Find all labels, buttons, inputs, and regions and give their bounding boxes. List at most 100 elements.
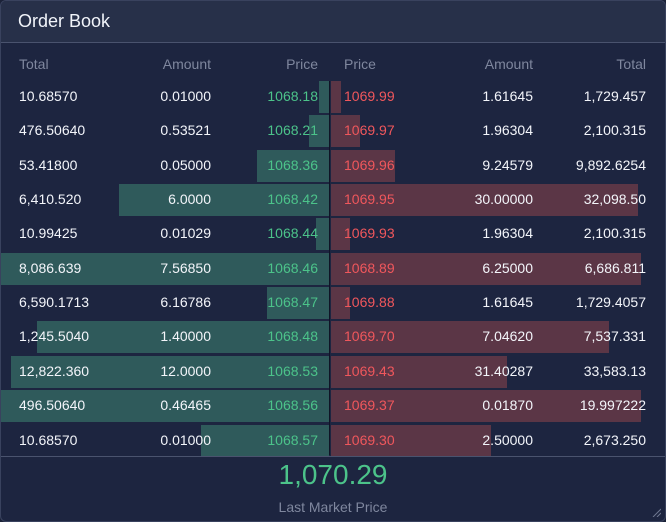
market-price-footer: 1,070.29 Last Market Price — [1, 456, 665, 521]
bid-price-cell: 1068.36 — [267, 156, 318, 173]
ask-depth-bar — [331, 149, 395, 182]
ask-price-header: Price — [344, 56, 376, 72]
resize-grip-icon[interactable] — [651, 507, 661, 517]
bid-amount-cell: 6.0000 — [168, 191, 211, 208]
order-row[interactable]: 10.99425 0.01029 1068.44 1069.93 1.96304 2,10… — [1, 218, 665, 252]
ask-amount-cell: 1.61645 — [482, 294, 533, 311]
bid-total-cell: 12,822.360 — [19, 362, 90, 379]
ask-amount-cell: 2.50000 — [482, 431, 533, 448]
ask-amount-cell: 7.04620 — [482, 328, 533, 345]
ask-depth-bar — [331, 252, 641, 285]
bid-amount-header: Amount — [162, 56, 211, 72]
ask-amount-cell: 1.61645 — [482, 88, 533, 104]
order-row[interactable]: 1,245.5040 1.40000 1068.48 1069.70 7.04620 7,… — [1, 321, 665, 355]
order-row[interactable]: 6,590.1713 6.16786 1068.47 1069.88 1.61645 1,… — [1, 287, 665, 321]
order-row[interactable]: 476.50640 0.53521 1068.21 1069.97 1.96304 2,1… — [1, 115, 665, 149]
bid-depth-bar — [37, 321, 329, 354]
ask-amount-header: Amount — [484, 56, 533, 72]
bid-amount-cell: 0.46465 — [160, 397, 211, 414]
ask-depth-bar — [331, 81, 341, 113]
ask-total-cell: 19.997222 — [579, 397, 646, 414]
ask-total-cell: 2,100.315 — [583, 225, 646, 242]
bid-amount-cell: 0.01000 — [160, 88, 211, 104]
last-market-price-label: Last Market Price — [278, 499, 388, 515]
order-row[interactable]: 53.41800 0.05000 1068.36 1069.96 9.24579 9,89… — [1, 149, 665, 184]
bid-price-cell: 1068.53 — [267, 362, 318, 379]
bid-depth-bar — [1, 390, 329, 423]
order-row[interactable]: 6,410.520 6.0000 1068.42 1069.95 30.00000 32,… — [1, 184, 665, 218]
ask-total-cell: 1,729.4057 — [575, 294, 646, 311]
order-row[interactable]: 12,822.360 12.0000 1068.53 1069.43 31.40287 3… — [1, 355, 665, 390]
bid-total-cell: 6,590.1713 — [19, 294, 90, 311]
bid-price-cell: 1068.44 — [267, 225, 318, 242]
ask-amount-cell: 30.00000 — [474, 191, 533, 208]
ask-total-cell: 9,892.6254 — [575, 156, 646, 173]
ask-amount-cell: 31.40287 — [474, 362, 533, 379]
bid-depth-bar — [201, 424, 329, 457]
bid-depth-bar — [316, 218, 329, 251]
last-market-price: 1,070.29 — [278, 459, 388, 490]
ask-price-cell: 1069.43 — [344, 362, 395, 379]
bid-price-cell: 1068.21 — [267, 122, 318, 139]
bid-price-cell: 1068.46 — [267, 259, 318, 276]
ask-amount-cell: 0.01870 — [482, 397, 533, 414]
panel-header: Order Book — [1, 1, 665, 43]
ask-price-cell: 1069.30 — [344, 431, 395, 448]
bid-depth-bar — [267, 287, 329, 320]
bid-total-cell: 496.50640 — [19, 397, 86, 414]
bid-price-header: Price — [286, 56, 318, 72]
ask-depth-bar — [331, 321, 609, 354]
bid-total-cell: 10.99425 — [19, 225, 78, 242]
bid-price-cell: 1068.48 — [267, 328, 318, 345]
order-row[interactable]: 8,086.639 7.56850 1068.46 1068.89 6.25000 6,6… — [1, 252, 665, 287]
bid-price-cell: 1068.42 — [267, 191, 318, 208]
ask-total-cell: 2,673.250 — [583, 431, 646, 448]
ask-depth-bar — [331, 218, 350, 251]
bid-total-cell: 53.41800 — [19, 156, 78, 173]
bid-amount-cell: 1.40000 — [160, 328, 211, 345]
ask-price-cell: 1069.99 — [344, 88, 395, 104]
bid-depth-bar — [257, 149, 329, 182]
ask-price-cell: 1069.96 — [344, 156, 395, 173]
bid-total-cell: 476.50640 — [19, 122, 86, 139]
ask-depth-bar — [331, 115, 360, 148]
bid-depth-bar — [1, 252, 329, 285]
ask-price-cell: 1069.93 — [344, 225, 395, 242]
bid-depth-bar — [11, 355, 329, 388]
bid-amount-cell: 7.56850 — [160, 259, 211, 276]
center-divider — [329, 81, 330, 455]
ask-depth-bar — [331, 424, 491, 457]
ask-depth-bar — [331, 390, 641, 423]
ask-amount-cell: 6.25000 — [482, 259, 533, 276]
bid-total-cell: 6,410.520 — [19, 191, 82, 208]
order-row[interactable]: 10.68570 0.01000 1068.18 1069.99 1.61645 1,72… — [1, 81, 665, 115]
bid-amount-cell: 0.53521 — [160, 122, 211, 139]
ask-price-cell: 1069.95 — [344, 191, 395, 208]
bid-total-header: Total — [19, 56, 49, 72]
order-row[interactable]: 496.50640 0.46465 1068.56 1069.37 0.01870 19.… — [1, 390, 665, 424]
bid-amount-cell: 0.01000 — [160, 431, 211, 448]
ask-depth-bar — [331, 287, 350, 320]
bid-price-cell: 1068.18 — [267, 88, 318, 104]
bid-price-cell: 1068.47 — [267, 294, 318, 311]
bid-depth-bar — [309, 115, 329, 148]
bid-amount-cell: 6.16786 — [160, 294, 211, 311]
bid-price-cell: 1068.57 — [267, 431, 318, 448]
panel-title: Order Book — [18, 11, 111, 31]
ask-price-cell: 1069.88 — [344, 294, 395, 311]
ask-total-cell: 32,098.50 — [583, 191, 646, 208]
ask-total-cell: 7,537.331 — [583, 328, 646, 345]
bid-total-cell: 8,086.639 — [19, 259, 82, 276]
ask-total-cell: 2,100.315 — [583, 122, 646, 139]
ask-total-header: Total — [616, 56, 646, 72]
ask-total-cell: 33,583.13 — [583, 362, 646, 379]
ask-price-cell: 1069.70 — [344, 328, 395, 345]
bid-total-cell: 10.68570 — [19, 431, 78, 448]
bid-price-cell: 1068.56 — [267, 397, 318, 414]
bid-amount-cell: 0.01029 — [160, 225, 211, 242]
order-row[interactable]: 10.68570 0.01000 1068.57 1069.30 2.50000 2,67… — [1, 424, 665, 459]
bid-amount-cell: 0.05000 — [160, 156, 211, 173]
bid-amount-cell: 12.0000 — [160, 362, 211, 379]
ask-price-cell: 1069.97 — [344, 122, 395, 139]
